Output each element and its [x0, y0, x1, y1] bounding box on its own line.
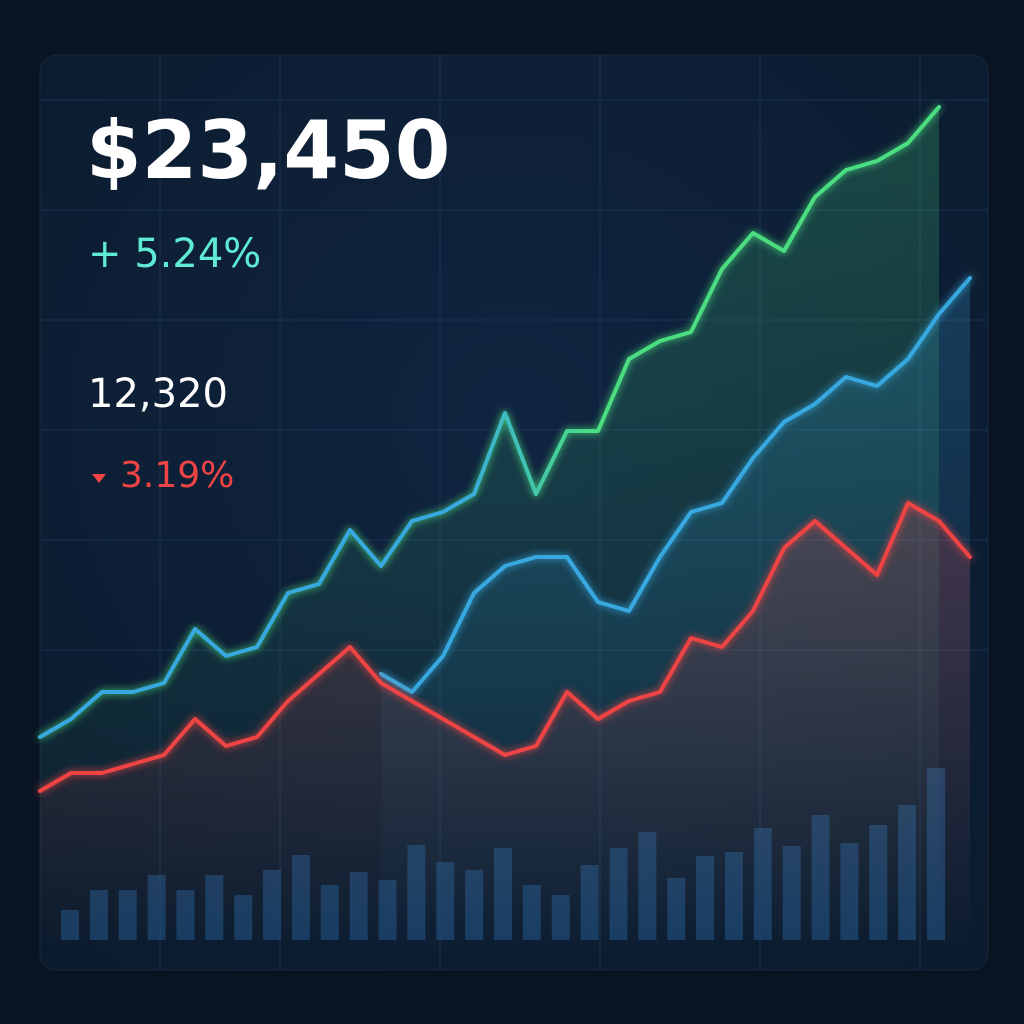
line [38, 501, 972, 793]
down-arrow [92, 474, 106, 483]
change: + 5.24% [88, 231, 261, 277]
line [379, 276, 972, 694]
change-secondary: 3.19% [120, 455, 234, 496]
price-secondary: 12,320 [88, 371, 228, 417]
price: $23,450 [86, 104, 450, 197]
line [38, 105, 941, 739]
line-area [40, 503, 970, 950]
